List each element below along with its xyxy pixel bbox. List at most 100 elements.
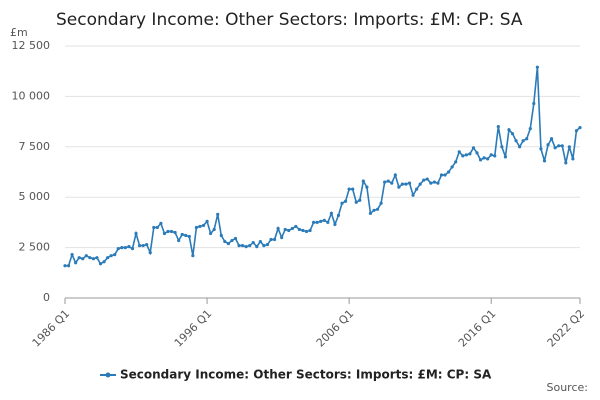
line [65, 67, 581, 267]
point [542, 159, 547, 163]
point [503, 155, 508, 159]
point [137, 243, 142, 248]
point [258, 239, 262, 244]
point [525, 137, 529, 141]
point [184, 233, 188, 238]
point [141, 243, 145, 248]
point [74, 261, 78, 265]
y-tick-label: 2 500 [19, 241, 51, 254]
point [365, 185, 369, 189]
point [567, 145, 571, 149]
point [297, 227, 302, 232]
point [319, 219, 323, 223]
point [464, 153, 468, 157]
point [201, 223, 206, 228]
point [240, 243, 245, 248]
point [283, 227, 287, 232]
point [482, 156, 486, 160]
point [191, 254, 195, 258]
point [219, 233, 223, 238]
point [287, 228, 291, 233]
point [432, 180, 436, 184]
point [248, 243, 252, 248]
point [351, 187, 355, 191]
point [198, 224, 202, 229]
x-tick-label: 2006 Q1 [314, 307, 357, 350]
point [169, 229, 174, 234]
y-tick-label: 12 500 [12, 39, 51, 52]
point [106, 256, 110, 260]
point [404, 182, 408, 186]
y-tick-label: 5 000 [19, 190, 51, 203]
point [322, 218, 326, 222]
x-tick-label: 1986 Q1 [30, 307, 73, 350]
point [301, 228, 305, 233]
point [251, 240, 255, 245]
x-tick-label: 2016 Q1 [456, 307, 499, 350]
point [276, 226, 280, 231]
point [166, 229, 170, 234]
point [546, 143, 550, 147]
y-tick-label: 0 [43, 291, 50, 304]
chart-title: Secondary Income: Other Sectors: Imports… [56, 10, 523, 30]
point [294, 224, 298, 229]
point [535, 65, 539, 69]
point [315, 220, 319, 224]
point [507, 128, 511, 132]
point [308, 228, 312, 233]
point [578, 126, 582, 130]
point [411, 193, 415, 197]
point [280, 235, 284, 240]
point [361, 179, 365, 183]
point [564, 161, 568, 165]
legend-label: Secondary Income: Other Sectors: Imports… [120, 368, 492, 382]
point [187, 234, 191, 239]
point [223, 239, 227, 244]
point [91, 257, 96, 261]
point [84, 254, 88, 258]
point [553, 146, 557, 150]
point [560, 144, 564, 148]
point [518, 145, 522, 149]
point [120, 246, 124, 250]
point [400, 182, 405, 186]
point [343, 199, 348, 203]
point [233, 236, 238, 241]
point [109, 254, 113, 258]
point [471, 146, 476, 150]
point [88, 256, 92, 260]
y-unit: £m [10, 26, 28, 39]
point [209, 231, 213, 236]
point [368, 211, 373, 215]
point [155, 225, 159, 230]
point [212, 227, 216, 232]
point [148, 251, 152, 255]
point [521, 139, 525, 143]
point [393, 173, 397, 177]
point [116, 247, 120, 251]
point [130, 247, 135, 251]
point [336, 213, 341, 217]
point [262, 243, 266, 248]
point [425, 177, 429, 181]
point [510, 132, 515, 136]
point [81, 257, 85, 261]
point [379, 201, 383, 205]
point [532, 101, 536, 106]
point [162, 231, 167, 236]
point [333, 222, 337, 227]
point [244, 244, 248, 249]
point [397, 185, 401, 189]
point [549, 137, 554, 141]
point [347, 187, 351, 191]
point [514, 139, 518, 143]
point [205, 219, 209, 223]
point [237, 243, 241, 248]
point [372, 208, 376, 212]
source: Source: [547, 381, 589, 394]
point [145, 242, 149, 247]
point [496, 125, 500, 129]
point [123, 246, 127, 250]
